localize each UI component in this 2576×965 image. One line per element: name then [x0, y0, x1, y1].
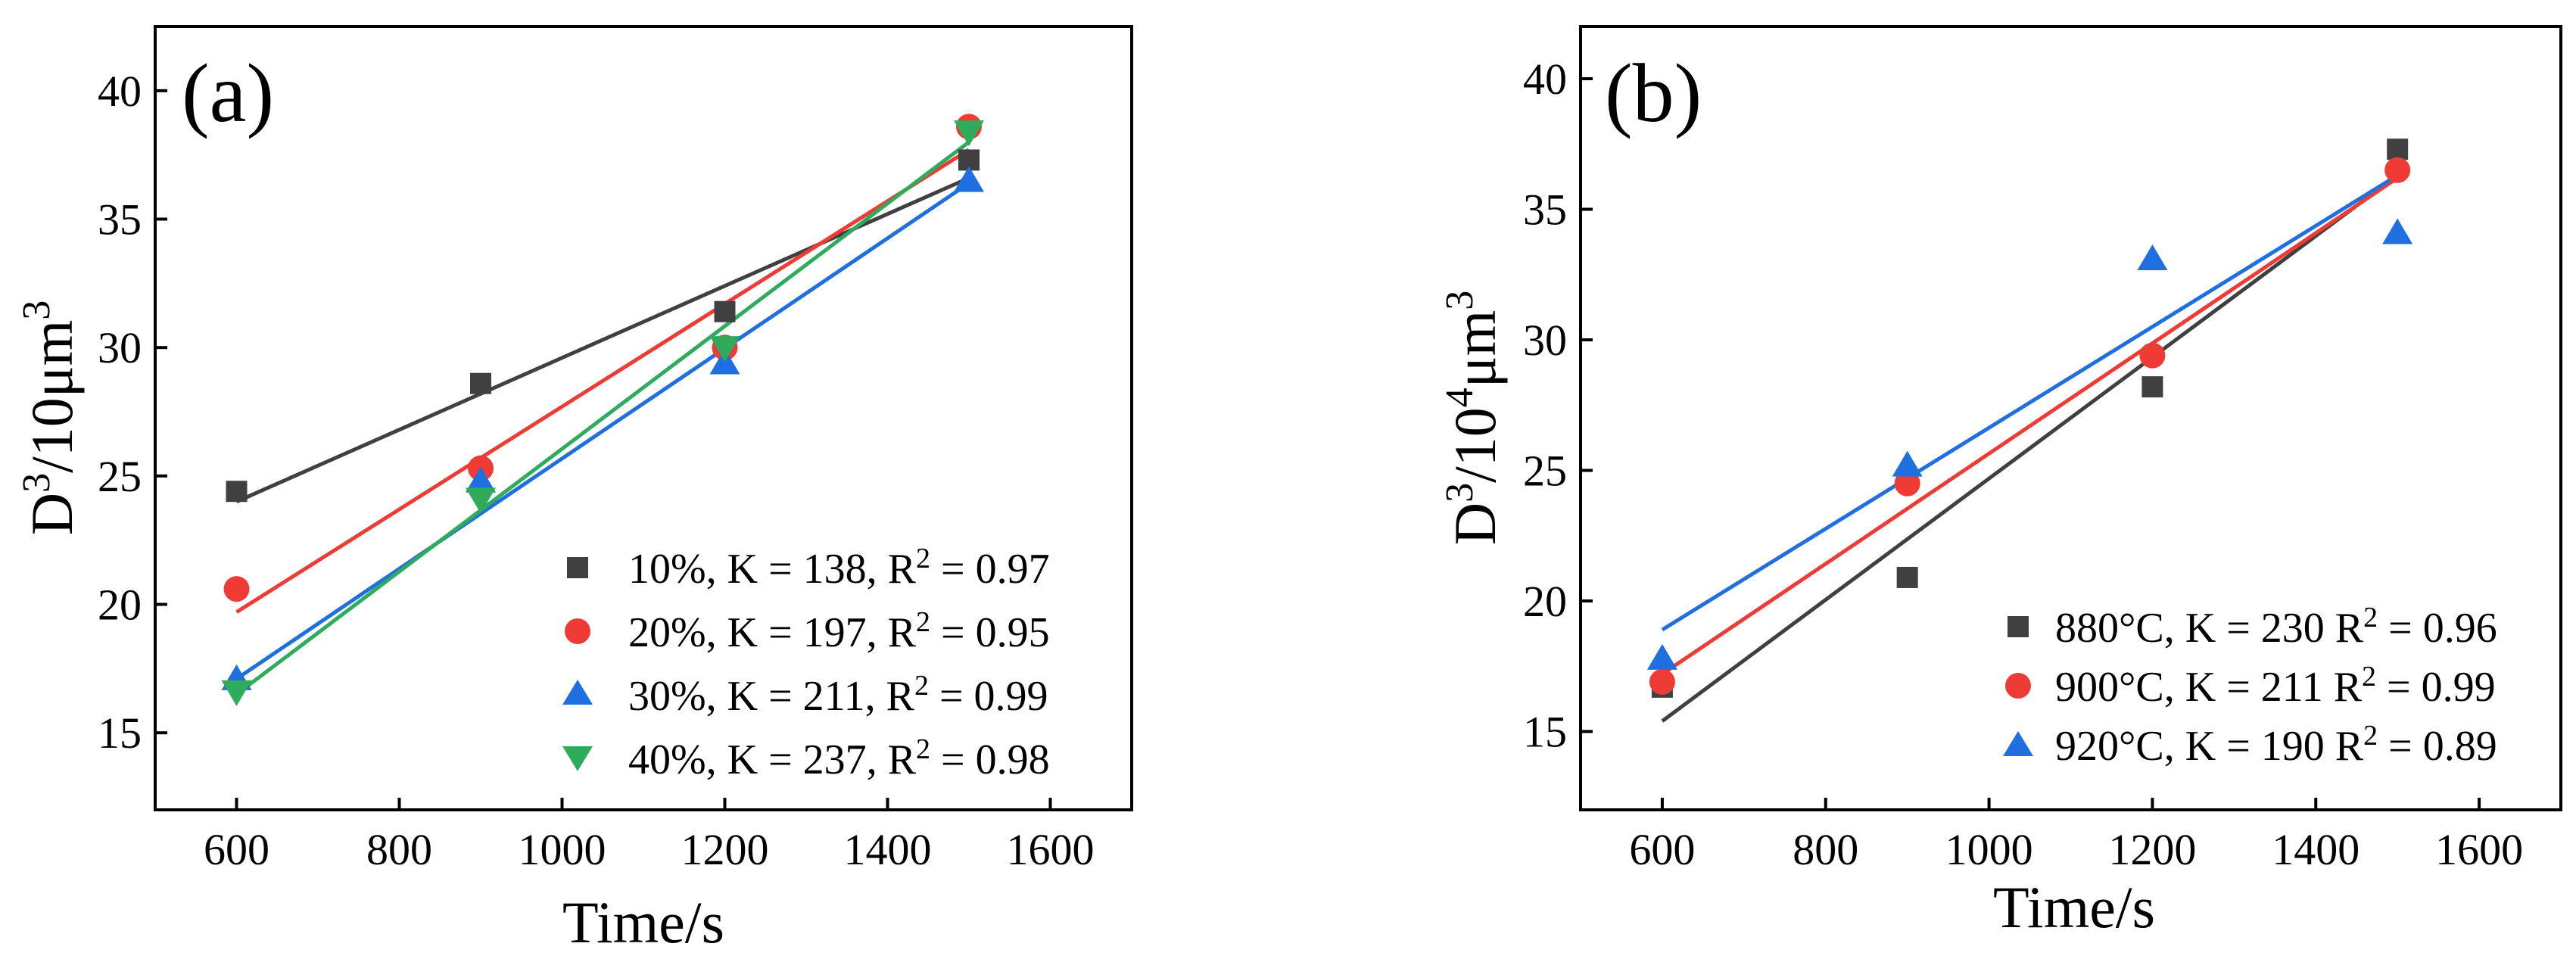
x-tick-label: 1400 — [844, 825, 932, 874]
data-point — [223, 576, 250, 602]
y-tick-label: 35 — [1523, 185, 1567, 235]
legend-label: 10%, K = 138, R2 = 0.97 — [628, 543, 1050, 593]
fit-line — [235, 140, 970, 696]
y-tick-label: 15 — [1523, 708, 1567, 757]
x-tick-label: 1600 — [2435, 825, 2523, 874]
legend-label: 880°C, K = 230 R2 = 0.96 — [2055, 602, 2497, 652]
legend-label: 20%, K = 197, R2 = 0.95 — [628, 606, 1050, 656]
triangle-down-marker-icon — [562, 746, 593, 771]
fit-line — [235, 148, 970, 614]
data-point — [2139, 342, 2166, 369]
data-point — [709, 336, 740, 363]
y-tick-label: 25 — [1523, 447, 1567, 496]
circle-marker-icon — [2005, 673, 2031, 699]
x-ticks-b: 600 800 1000 1200 1400 1600 — [1629, 798, 2523, 874]
data-point — [2141, 376, 2163, 398]
data-point — [714, 300, 736, 322]
legend-item-30pct: 30%, K = 211, R2 = 0.99 — [562, 670, 1048, 720]
plot-frame-a — [154, 25, 1133, 811]
square-marker-icon — [567, 557, 588, 578]
data-point — [1894, 470, 1920, 497]
data-point — [1896, 566, 1918, 588]
data-point — [2382, 218, 2413, 244]
x-tick-label: 1600 — [1007, 825, 1095, 874]
data-point — [954, 166, 984, 192]
legend-item-10pct: 10%, K = 138, R2 = 0.97 — [567, 543, 1050, 593]
fit-line — [1661, 176, 2399, 676]
legend-item-920c: 920°C, K = 190 R2 = 0.89 — [2003, 720, 2497, 770]
x-tick-label: 800 — [366, 825, 432, 874]
panel-label-a: (a) — [182, 47, 274, 139]
x-tick-label: 1000 — [1945, 825, 2033, 874]
y-tick-label: 30 — [98, 323, 142, 372]
legend-b: 880°C, K = 230 R2 = 0.96 900°C, K = 211 … — [2003, 602, 2497, 770]
data-point — [1649, 668, 1675, 695]
x-tick-label: 800 — [1793, 825, 1858, 874]
data-points-b — [1646, 139, 2413, 698]
x-tick-label: 1200 — [681, 825, 769, 874]
data-point — [2387, 139, 2409, 160]
y-ticks-b: 15 20 25 30 35 40 — [1523, 54, 1593, 757]
plot-frame-b — [1579, 25, 2562, 811]
fit-line — [235, 181, 970, 681]
circle-marker-icon — [565, 618, 590, 644]
data-point — [2384, 157, 2411, 183]
y-tick-label: 15 — [98, 708, 142, 758]
triangle-up-marker-icon — [2003, 731, 2033, 756]
fit-line — [1661, 173, 2399, 723]
data-point — [221, 680, 252, 706]
legend-label: 40%, K = 237, R2 = 0.98 — [628, 733, 1050, 783]
x-ticks-a: 600 800 1000 1200 1400 1600 — [204, 798, 1095, 874]
x-tick-label: 600 — [204, 825, 269, 874]
data-point — [466, 487, 496, 514]
fit-lines-b — [1661, 173, 2399, 723]
y-ticks-a: 15 20 25 30 35 40 — [98, 67, 167, 758]
x-tick-label: 1000 — [519, 825, 606, 874]
data-point — [2137, 244, 2168, 271]
legend-item-20pct: 20%, K = 197, R2 = 0.95 — [565, 606, 1050, 656]
square-marker-icon — [2008, 616, 2029, 637]
data-point — [466, 466, 496, 493]
y-tick-label: 40 — [1523, 54, 1567, 104]
x-axis-title-b: Time/s — [1993, 874, 2155, 940]
data-point — [470, 372, 491, 394]
x-tick-label: 1400 — [2272, 825, 2360, 874]
legend-label: 30%, K = 211, R2 = 0.99 — [628, 670, 1048, 720]
legend-item-40pct: 40%, K = 237, R2 = 0.98 — [562, 733, 1050, 783]
data-point — [1646, 643, 1677, 670]
x-tick-label: 1200 — [2108, 825, 2196, 874]
legend-item-900c: 900°C, K = 211 R2 = 0.99 — [2005, 661, 2496, 711]
panel-label-b: (b) — [1605, 47, 1702, 139]
y-tick-label: 20 — [98, 581, 142, 630]
fit-line — [1661, 173, 2399, 632]
y-tick-label: 20 — [1523, 577, 1567, 626]
legend-item-880c: 880°C, K = 230 R2 = 0.96 — [2008, 602, 2497, 652]
y-tick-label: 25 — [98, 452, 142, 501]
x-tick-label: 600 — [1629, 825, 1695, 874]
y-axis-title-b: D3/104μm3 — [1438, 291, 1508, 546]
legend-label: 900°C, K = 211 R2 = 0.99 — [2055, 661, 2496, 711]
legend-a: 10%, K = 138, R2 = 0.97 20%, K = 197, R2… — [562, 543, 1050, 783]
data-point — [226, 481, 248, 503]
triangle-up-marker-icon — [562, 680, 593, 705]
x-axis-title-a: Time/s — [562, 889, 724, 955]
fit-lines-a — [235, 140, 970, 696]
data-points-a — [221, 114, 984, 706]
y-tick-label: 40 — [98, 67, 142, 116]
y-tick-label: 30 — [1523, 316, 1567, 365]
y-axis-title-a: D3/10μm3 — [15, 300, 85, 536]
legend-label: 920°C, K = 190 R2 = 0.89 — [2055, 720, 2497, 770]
y-tick-label: 35 — [98, 195, 142, 244]
data-point — [954, 120, 984, 147]
data-point — [1892, 450, 1923, 477]
